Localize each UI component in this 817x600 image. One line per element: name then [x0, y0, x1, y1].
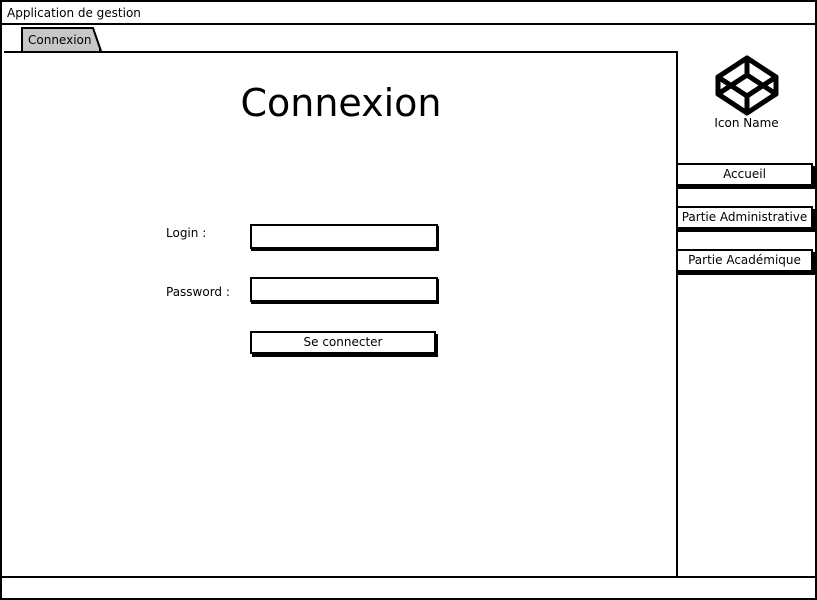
password-input[interactable]	[250, 277, 438, 302]
window-title: Application de gestion	[2, 2, 815, 25]
codepen-cube-icon	[715, 55, 779, 116]
icon-name-label: Icon Name	[714, 116, 779, 130]
sidebar-item-accueil[interactable]: Accueil	[676, 163, 813, 186]
sidebar-item-administrative[interactable]: Partie Administrative	[676, 206, 813, 229]
login-label: Login :	[166, 226, 207, 240]
main-panel	[4, 51, 678, 578]
page-title: Connexion	[240, 81, 442, 125]
login-input[interactable]	[250, 224, 438, 249]
tab-connexion[interactable]: Connexion	[21, 27, 101, 52]
password-label: Password :	[166, 285, 230, 299]
sidebar-item-academique[interactable]: Partie Académique	[676, 249, 813, 272]
status-bar	[2, 576, 815, 598]
login-button[interactable]: Se connecter	[250, 331, 436, 354]
